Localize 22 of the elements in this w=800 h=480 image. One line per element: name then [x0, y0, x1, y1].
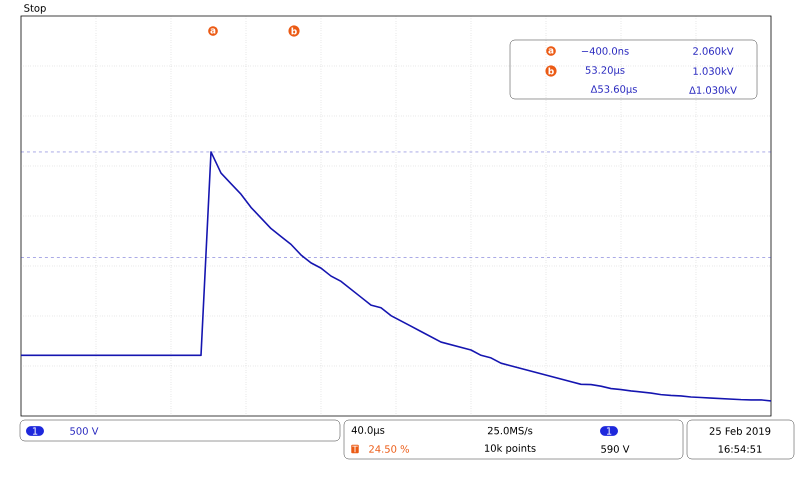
text: 40.0µs [352, 426, 384, 436]
text: 25 Feb 2019 [710, 427, 770, 435]
text: a [210, 28, 216, 34]
text: 53.20µs [586, 66, 625, 76]
text: b [292, 28, 297, 34]
text: 1 [32, 427, 38, 435]
text: 25.0MS/s [488, 426, 532, 436]
text: a [548, 48, 554, 54]
text: 24.50 % [369, 445, 410, 453]
text: Δ1.030kV [689, 86, 737, 94]
text: b [548, 68, 554, 74]
text: −400.0ns [582, 47, 629, 55]
text: 500 V [70, 427, 98, 435]
text: 16:54:51 [718, 445, 762, 453]
text: 1.030kV [694, 67, 734, 75]
text: 590 V [601, 445, 630, 453]
text: Δ53.60µs [590, 85, 637, 95]
text: 10k points [484, 444, 536, 454]
text: 1 [606, 427, 612, 435]
text: 2.060kV [693, 47, 734, 55]
text: T [352, 446, 358, 452]
text: Stop [24, 4, 46, 14]
